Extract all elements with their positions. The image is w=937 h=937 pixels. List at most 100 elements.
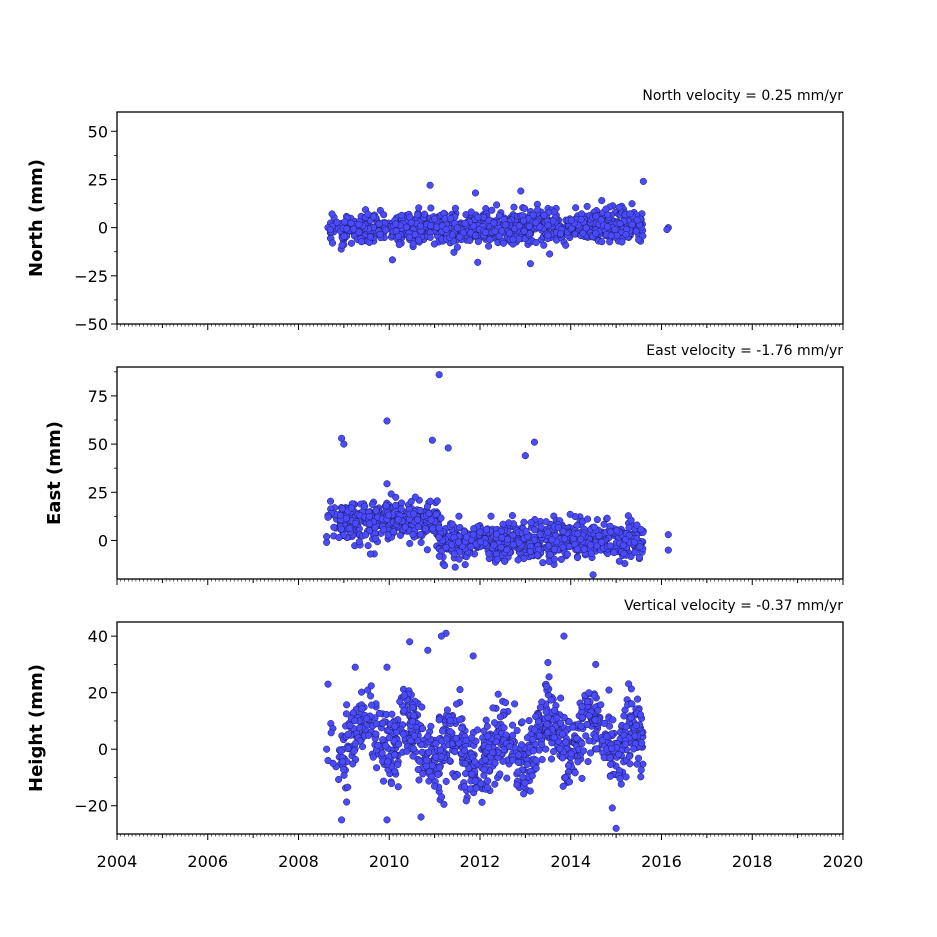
- height-data-point: [578, 703, 586, 711]
- height-data-point: [351, 717, 359, 725]
- height-data-point: [509, 731, 517, 739]
- north-data-point: [592, 229, 600, 237]
- east-data-point: [522, 527, 530, 535]
- north-data-point: [603, 223, 612, 231]
- east-data-point: [441, 561, 449, 570]
- height-data-point: [491, 780, 499, 788]
- height-data-point: [340, 766, 348, 774]
- height-data-point: [606, 754, 614, 762]
- height-data-point: [388, 710, 396, 718]
- north-data-point: [426, 233, 434, 241]
- height-data-point: [491, 719, 499, 727]
- height-data-point: [432, 740, 440, 748]
- east-data-point: [392, 493, 400, 501]
- height-data-point: [478, 798, 486, 806]
- height-data-point: [622, 723, 630, 731]
- height-data-point: [394, 783, 402, 791]
- east-data-point: [537, 523, 545, 531]
- height-data-point: [400, 707, 408, 715]
- height-data-point: [538, 756, 546, 764]
- east-data-point: [435, 552, 443, 560]
- height-data-point: [536, 703, 544, 712]
- east-data-point: [416, 506, 424, 514]
- north-data-point: [340, 232, 348, 240]
- east-data-point: [587, 541, 595, 549]
- east-data-point: [427, 516, 435, 524]
- north-data-point: [510, 203, 518, 211]
- height-data-point: [451, 748, 459, 756]
- height-data-point: [427, 722, 435, 730]
- height-data-point: [556, 745, 564, 753]
- height-data-point: [626, 760, 634, 768]
- north-data-point: [380, 211, 388, 219]
- height-data-point: [638, 739, 646, 747]
- east-data-point: [435, 524, 443, 532]
- east-data-point: [531, 526, 539, 534]
- north-data-point: [526, 260, 534, 268]
- height-data-point: [530, 726, 539, 734]
- height-data-point: [443, 706, 451, 714]
- height-data-point: [559, 754, 567, 762]
- height-data-point: [424, 646, 432, 654]
- x-tick-label: 2006: [187, 852, 228, 871]
- north-data-point: [366, 233, 374, 241]
- north-data-point: [343, 225, 351, 233]
- height-data-point: [630, 745, 638, 753]
- height-data-point: [615, 750, 623, 758]
- north-data-point: [328, 210, 336, 218]
- height-data-point: [558, 730, 566, 738]
- east-data-point: [323, 533, 331, 541]
- east-data-point: [635, 553, 643, 561]
- height-data-point: [637, 766, 645, 774]
- height-data-point: [526, 787, 534, 795]
- height-data-point: [379, 777, 388, 785]
- east-data-point: [425, 510, 433, 518]
- north-data-point: [474, 258, 482, 266]
- north-data-point: [485, 242, 493, 250]
- east-data-point: [470, 525, 478, 533]
- height-data-point: [367, 692, 375, 700]
- height-data-point: [385, 734, 393, 742]
- height-data-point: [514, 768, 522, 776]
- east-data-point: [455, 555, 463, 563]
- vertical-velocity-annotation: Vertical velocity = -0.37 mm/yr: [624, 598, 843, 614]
- north-data-point: [525, 222, 533, 230]
- east-data-point: [589, 571, 597, 579]
- x-tick-label: 2010: [369, 852, 410, 871]
- east-data-point: [520, 518, 528, 526]
- height-data-point: [518, 718, 526, 726]
- height-data-point: [489, 704, 497, 712]
- north-data-point: [491, 227, 499, 235]
- east-data-point: [389, 528, 397, 536]
- north-data-point: [520, 227, 528, 235]
- north-data-point: [415, 204, 423, 212]
- height-data-point: [338, 758, 347, 766]
- height-data-point: [337, 747, 345, 755]
- east-data-point: [335, 534, 343, 542]
- height-data-point: [344, 730, 352, 738]
- north-data-point: [461, 219, 469, 227]
- height-data-point: [511, 700, 519, 708]
- height-data-point: [489, 748, 497, 756]
- height-data-point: [600, 719, 608, 728]
- east-data-point: [338, 505, 346, 513]
- height-data-point: [382, 742, 390, 750]
- north-data-point: [341, 218, 349, 226]
- height-data-point: [471, 777, 479, 785]
- east-data-point: [508, 512, 516, 520]
- east-y-tick-label: 75: [88, 387, 108, 406]
- height-data-point: [577, 722, 585, 730]
- north-data-point: [338, 241, 346, 249]
- north-data-point: [328, 239, 337, 247]
- height-data-point: [591, 716, 599, 724]
- north-points: [324, 177, 672, 268]
- east-data-point: [627, 516, 635, 524]
- north-data-point: [392, 220, 400, 228]
- height-data-point: [500, 746, 508, 754]
- east-data-point: [383, 480, 391, 488]
- north-data-point: [471, 189, 480, 197]
- height-data-point: [378, 749, 386, 757]
- height-data-point: [461, 746, 469, 754]
- height-data-point: [550, 706, 559, 714]
- east-data-point: [550, 545, 558, 553]
